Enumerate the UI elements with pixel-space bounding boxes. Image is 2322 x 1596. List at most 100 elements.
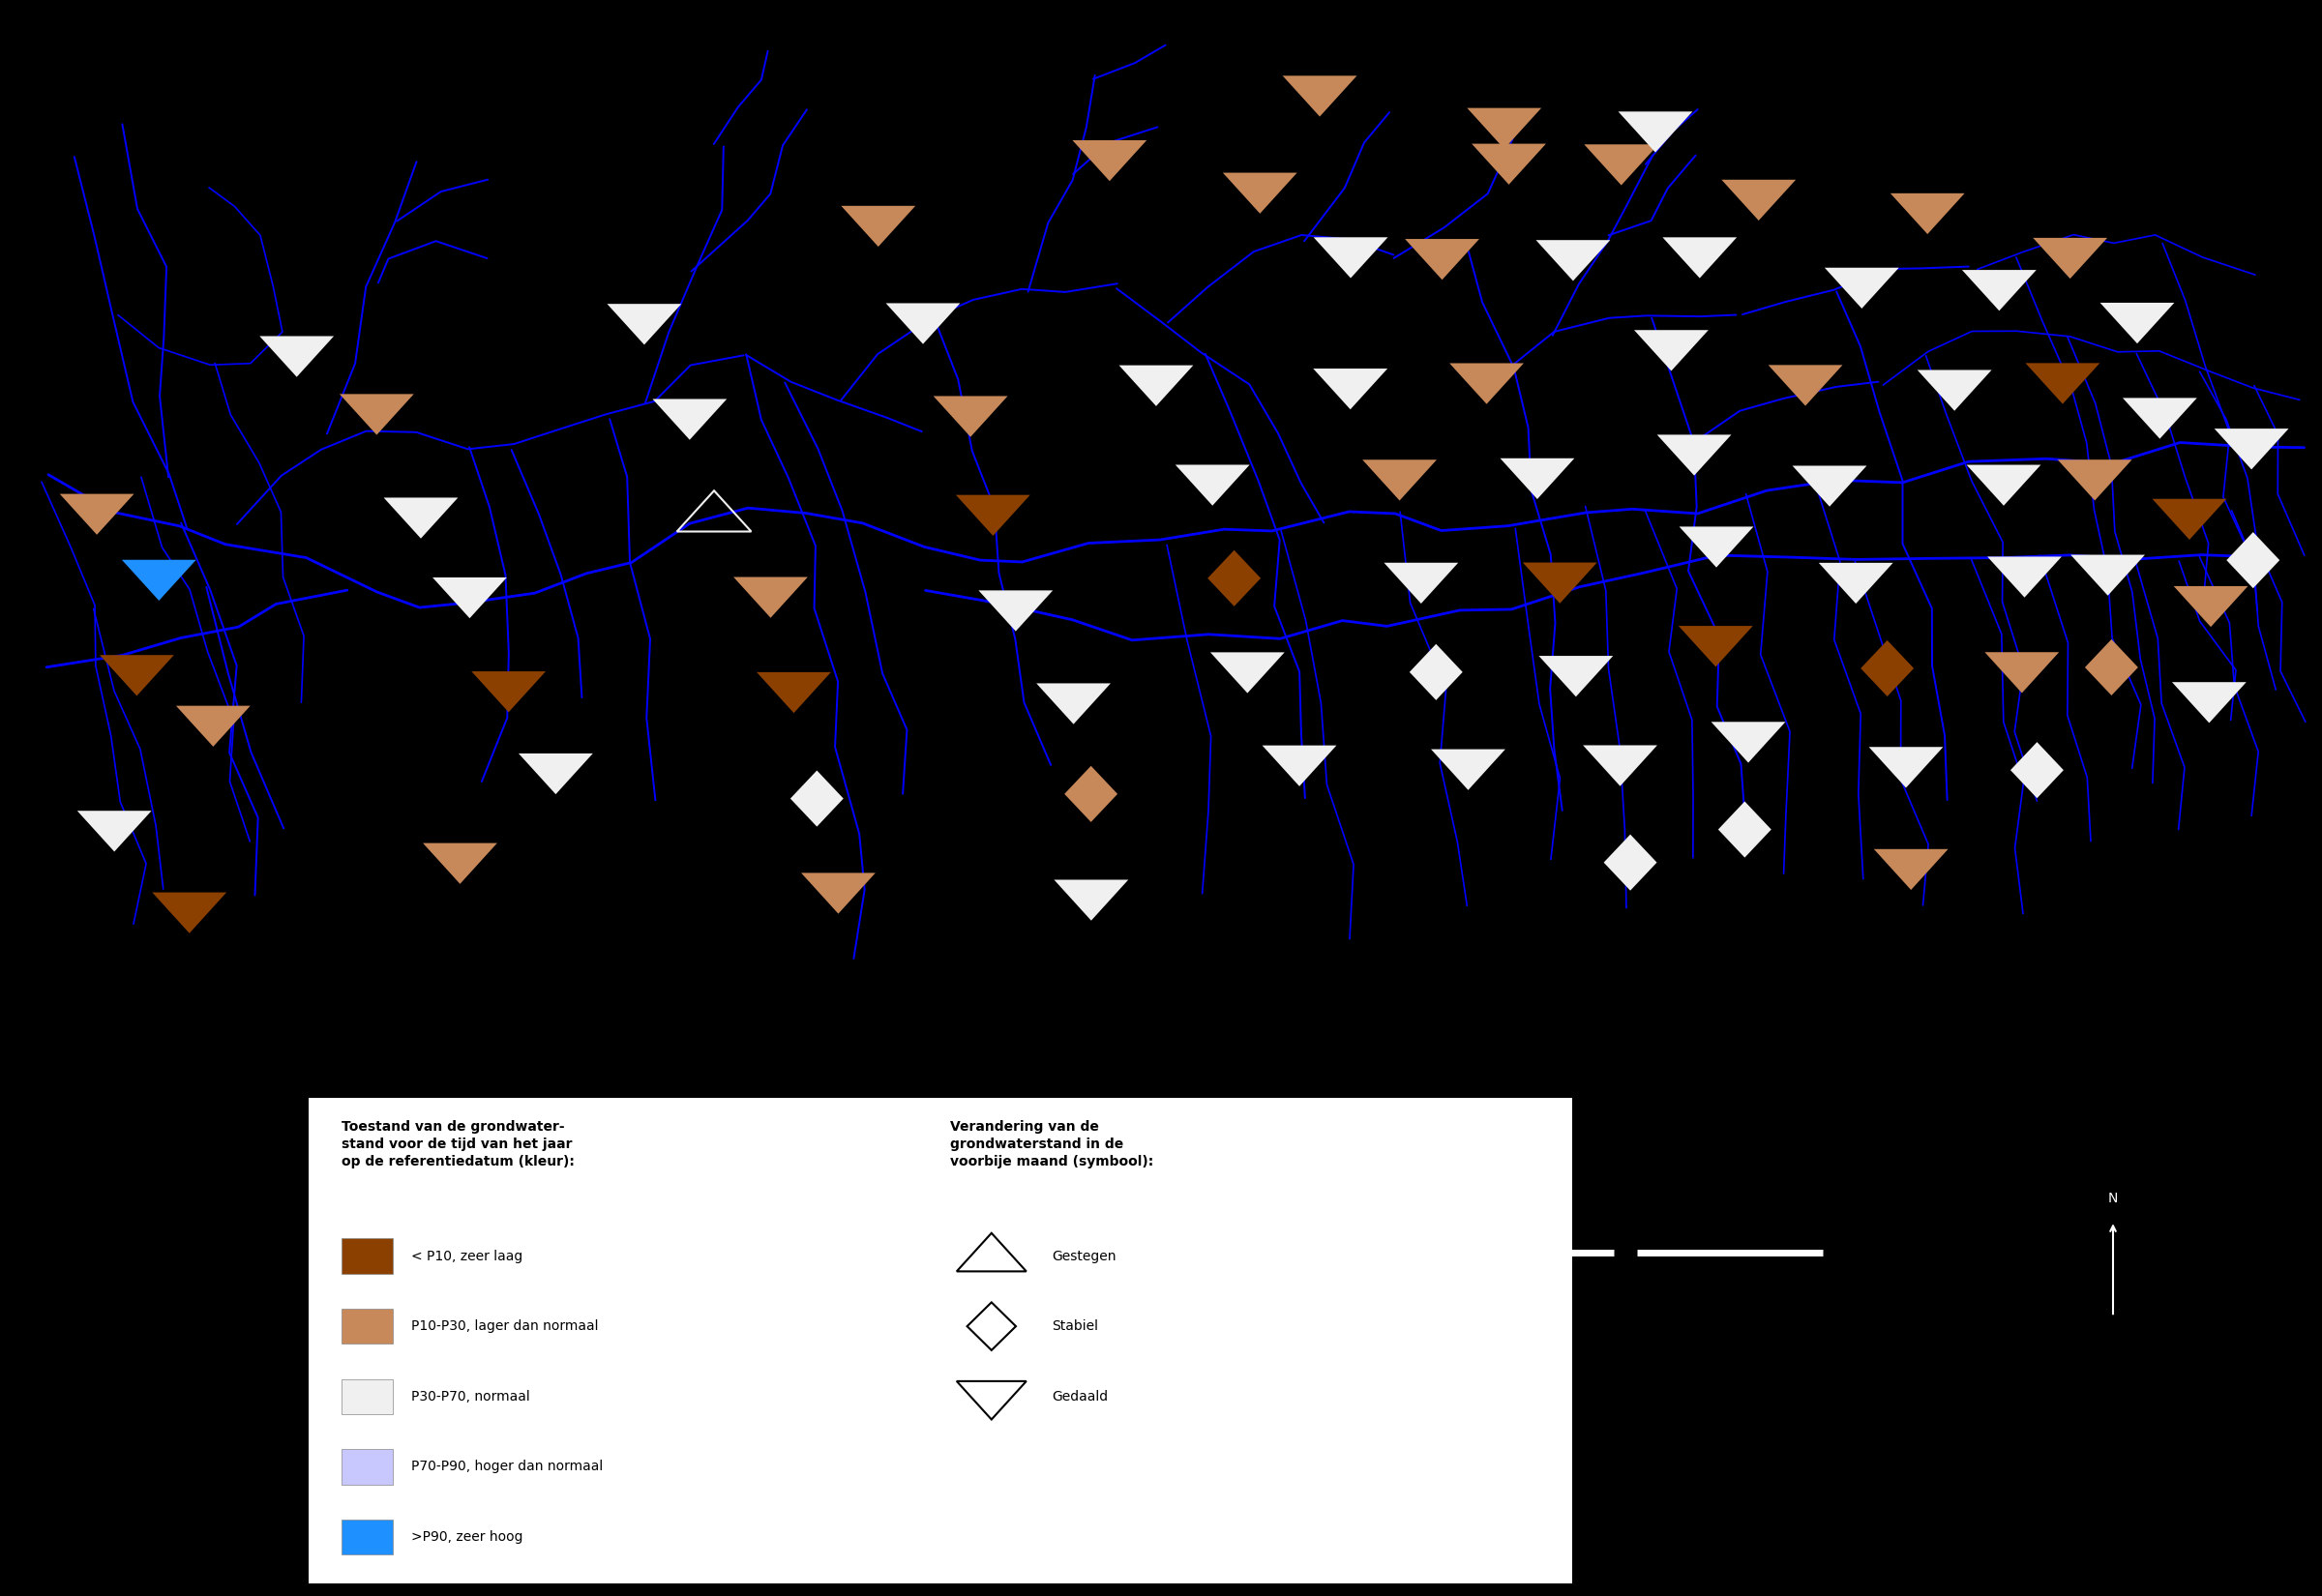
Polygon shape [1384, 563, 1458, 603]
Polygon shape [1314, 238, 1389, 278]
Text: P70-P90, hoger dan normaal: P70-P90, hoger dan normaal [411, 1460, 604, 1473]
Polygon shape [1711, 721, 1786, 763]
Polygon shape [734, 578, 808, 618]
Polygon shape [339, 394, 413, 434]
Polygon shape [1175, 464, 1249, 506]
Polygon shape [1119, 365, 1194, 405]
Polygon shape [1890, 193, 1964, 235]
Text: Gestegen: Gestegen [1052, 1250, 1117, 1262]
Polygon shape [1769, 365, 1844, 405]
Polygon shape [885, 303, 959, 345]
Polygon shape [978, 591, 1052, 632]
FancyBboxPatch shape [341, 1519, 392, 1555]
Polygon shape [2057, 460, 2132, 501]
Polygon shape [606, 303, 680, 345]
Polygon shape [2034, 238, 2108, 279]
Polygon shape [1818, 563, 1892, 603]
Polygon shape [1036, 683, 1110, 725]
Polygon shape [1468, 109, 1542, 148]
Polygon shape [1210, 653, 1284, 693]
Polygon shape [933, 396, 1008, 437]
FancyBboxPatch shape [341, 1379, 392, 1414]
Polygon shape [518, 753, 592, 795]
Polygon shape [801, 873, 875, 915]
Polygon shape [2227, 531, 2280, 589]
Text: P30-P70, normaal: P30-P70, normaal [411, 1390, 529, 1403]
Polygon shape [1314, 369, 1389, 410]
Polygon shape [1635, 330, 1709, 370]
Polygon shape [757, 672, 831, 713]
Polygon shape [2071, 555, 2146, 595]
Polygon shape [121, 560, 195, 600]
Polygon shape [1605, 835, 1658, 891]
Text: Stabiel: Stabiel [1052, 1320, 1098, 1333]
Polygon shape [2173, 586, 2248, 627]
Polygon shape [1679, 626, 1753, 667]
Polygon shape [1449, 364, 1523, 404]
Polygon shape [1869, 747, 1944, 788]
Polygon shape [2085, 640, 2139, 696]
Polygon shape [1618, 112, 1693, 152]
Polygon shape [383, 498, 457, 538]
Polygon shape [841, 206, 915, 247]
Polygon shape [432, 578, 506, 618]
Polygon shape [100, 654, 174, 696]
Polygon shape [1967, 464, 2041, 506]
Polygon shape [1860, 640, 1913, 696]
Polygon shape [1523, 562, 1598, 603]
Polygon shape [2152, 500, 2227, 539]
Polygon shape [1500, 458, 1574, 500]
Polygon shape [1825, 268, 1899, 308]
Text: Verandering van de
grondwaterstand in de
voorbije maand (symbool):: Verandering van de grondwaterstand in de… [950, 1120, 1154, 1168]
Polygon shape [1793, 466, 1867, 506]
Polygon shape [1054, 879, 1128, 921]
Polygon shape [2011, 742, 2064, 798]
Polygon shape [1535, 239, 1609, 281]
Text: >P90, zeer hoog: >P90, zeer hoog [411, 1531, 522, 1543]
Polygon shape [1282, 75, 1356, 117]
Polygon shape [1224, 172, 1298, 214]
Polygon shape [2215, 429, 2289, 469]
Polygon shape [1430, 749, 1505, 790]
Polygon shape [1658, 434, 1732, 476]
Polygon shape [60, 493, 135, 535]
Polygon shape [1405, 239, 1479, 279]
FancyBboxPatch shape [341, 1309, 392, 1344]
Polygon shape [1988, 557, 2062, 597]
Polygon shape [1663, 238, 1737, 278]
Polygon shape [77, 811, 151, 852]
Polygon shape [1962, 270, 2036, 311]
Text: N: N [2108, 1192, 2118, 1205]
Text: P10-P30, lager dan normaal: P10-P30, lager dan normaal [411, 1320, 599, 1333]
FancyBboxPatch shape [309, 1098, 1572, 1583]
Polygon shape [789, 771, 843, 827]
Polygon shape [2122, 397, 2197, 439]
Polygon shape [1539, 656, 1614, 697]
Text: < P10, zeer laag: < P10, zeer laag [411, 1250, 522, 1262]
Polygon shape [1985, 653, 2060, 693]
Polygon shape [2171, 681, 2245, 723]
Polygon shape [153, 892, 228, 934]
Polygon shape [1874, 849, 1948, 891]
Polygon shape [1918, 370, 1992, 410]
Polygon shape [1718, 801, 1772, 857]
Polygon shape [1207, 551, 1261, 606]
Polygon shape [1263, 745, 1337, 787]
Polygon shape [1584, 745, 1658, 787]
Polygon shape [1721, 180, 1795, 220]
Polygon shape [1073, 140, 1147, 180]
Polygon shape [1584, 144, 1658, 185]
FancyBboxPatch shape [341, 1449, 392, 1484]
Polygon shape [2025, 362, 2099, 404]
Text: Toestand van de grondwater-
stand voor de tijd van het jaar
op de referentiedatu: Toestand van de grondwater- stand voor d… [341, 1120, 574, 1168]
Polygon shape [423, 843, 497, 884]
Polygon shape [260, 337, 334, 377]
Polygon shape [1063, 766, 1117, 822]
Polygon shape [957, 495, 1031, 536]
Polygon shape [1472, 144, 1546, 185]
Polygon shape [1409, 645, 1463, 701]
Polygon shape [652, 399, 727, 440]
Polygon shape [1363, 460, 1437, 501]
Polygon shape [471, 672, 546, 712]
Polygon shape [1679, 527, 1753, 568]
